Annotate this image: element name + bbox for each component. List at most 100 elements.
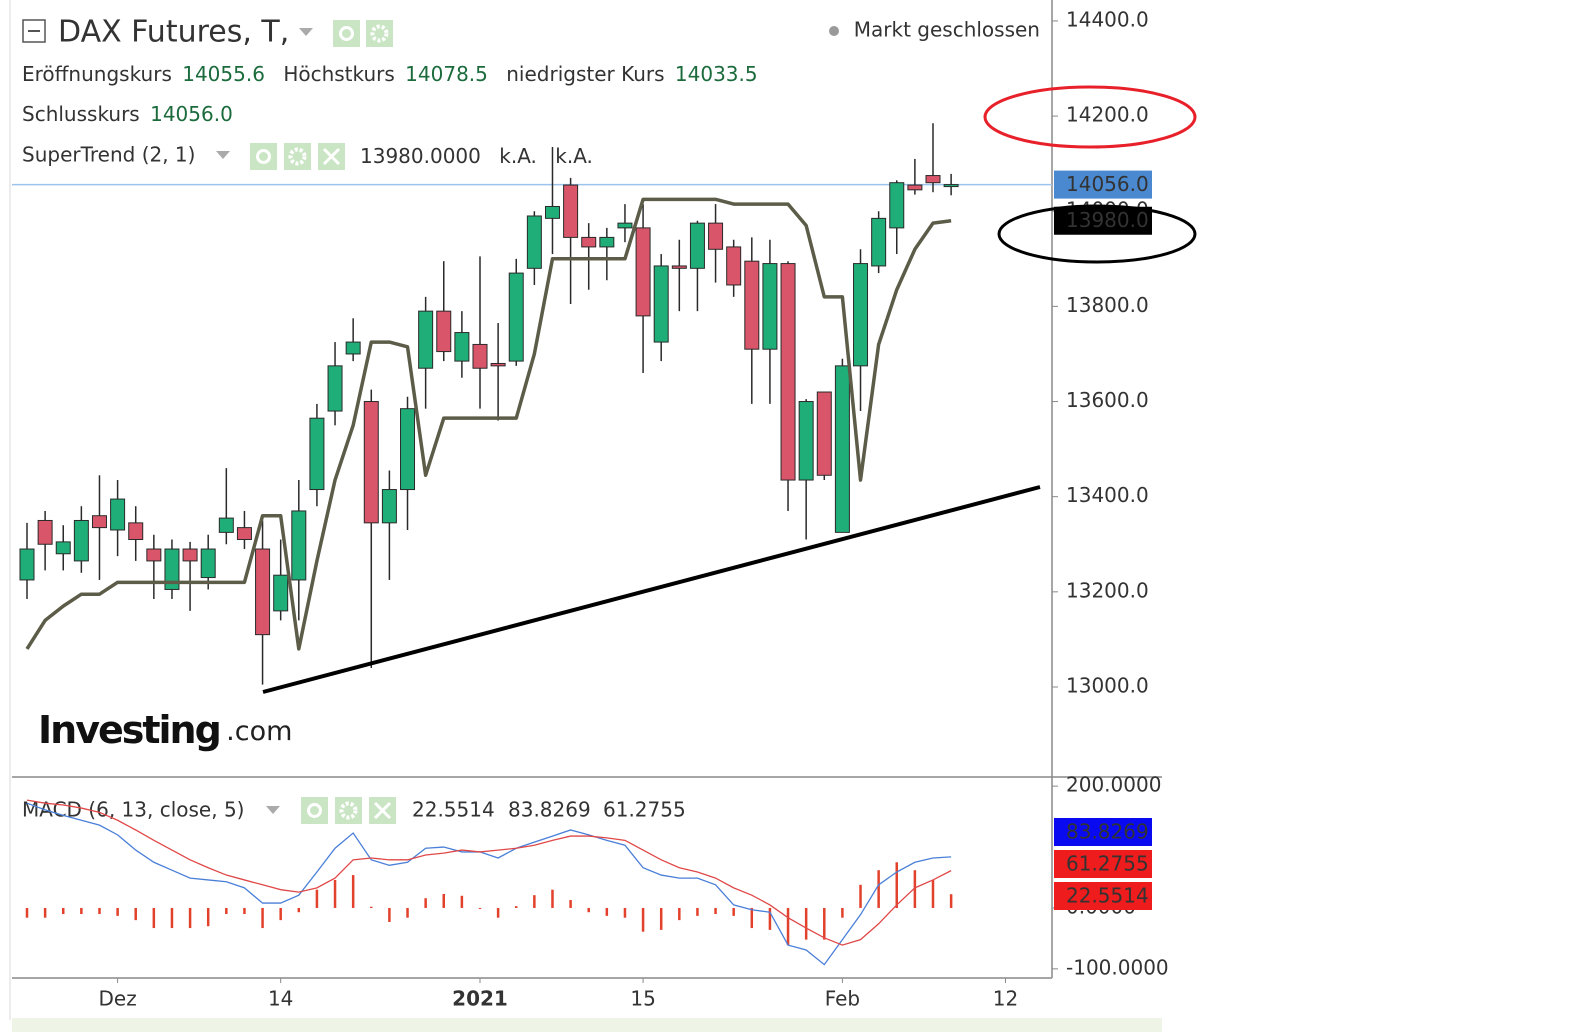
candle-body <box>363 401 379 524</box>
plot: 13000.013200.013400.013600.013800.014000… <box>12 7 1169 1011</box>
histogram-bar <box>315 889 319 908</box>
dropdown-arrow[interactable] <box>299 28 313 36</box>
candle-body <box>544 205 560 219</box>
eye-button[interactable] <box>250 143 277 170</box>
watermark-suffix: .com <box>226 716 292 747</box>
settings-button[interactable] <box>335 797 362 824</box>
eye-icon <box>307 803 322 818</box>
candle-body <box>925 175 941 184</box>
histogram-bar <box>206 907 210 927</box>
collapse-button[interactable] <box>22 19 46 43</box>
close-line: Schlusskurs 14056.0 <box>22 102 233 126</box>
status-dot <box>829 26 839 36</box>
histogram-bar <box>569 900 572 908</box>
candle-body <box>490 362 506 367</box>
histogram-bar <box>333 879 337 908</box>
histogram-bar <box>279 907 282 921</box>
supertrend-box <box>1054 206 1152 235</box>
candle-body <box>164 548 180 590</box>
settings-button[interactable] <box>284 143 311 170</box>
y-tick-label: 13000.0 <box>1066 673 1149 697</box>
macd-value-box <box>1054 882 1152 910</box>
supertrend-line <box>25 197 952 651</box>
candle-body <box>635 227 651 317</box>
macd-line <box>26 802 952 966</box>
chart-title: DAX Futures, T, <box>58 15 289 50</box>
candle-body <box>943 184 959 188</box>
supertrend-values: 13980.0000 k.A. k.A. <box>360 144 593 168</box>
candle-body <box>436 310 452 353</box>
candle-body <box>418 310 434 369</box>
candle-body <box>91 515 107 529</box>
macd-header-value: 61.2755 <box>603 798 686 822</box>
eye-icon <box>339 26 354 41</box>
histogram-bar <box>931 879 935 908</box>
eye-button[interactable] <box>333 20 360 47</box>
last-price-box <box>1054 170 1152 199</box>
candle-body <box>581 236 597 248</box>
candle-body <box>744 260 760 350</box>
histogram-bar <box>823 907 826 940</box>
eye-button[interactable] <box>301 797 328 824</box>
candle-body <box>617 222 633 229</box>
histogram-bar <box>442 893 446 908</box>
y-tick-label: 200.0000 <box>1066 773 1161 797</box>
macd-line <box>26 799 952 946</box>
candle-body <box>653 265 669 343</box>
candle-body <box>182 548 198 562</box>
histogram-bar <box>460 895 464 908</box>
candle-body <box>871 217 887 267</box>
histogram-bar <box>714 907 717 915</box>
candle-body <box>255 548 271 636</box>
histogram-bar <box>732 907 735 916</box>
histogram-bar <box>895 862 899 908</box>
y-tick-label: 14200.0 <box>1066 103 1149 127</box>
histogram-bar <box>424 898 427 908</box>
candle-body <box>671 265 687 269</box>
gear-icon <box>370 24 389 43</box>
histogram-bar <box>605 907 609 916</box>
histogram-bar <box>641 907 645 932</box>
histogram-bar <box>406 907 409 918</box>
histogram-bar <box>678 907 681 921</box>
settings-button[interactable] <box>366 20 393 47</box>
candle-body <box>762 263 778 350</box>
candle-body <box>327 365 343 412</box>
bottom-strip <box>12 1018 1162 1032</box>
candle-body <box>309 417 325 491</box>
dropdown-arrow[interactable] <box>216 151 230 159</box>
market-status: Markt geschlossen <box>854 18 1040 42</box>
histogram-bar <box>478 907 482 909</box>
candle-body <box>726 246 742 286</box>
y-tick-label: 14400.0 <box>1066 7 1149 31</box>
candle-body <box>853 263 869 367</box>
macd-icons <box>301 797 396 824</box>
candle-body <box>508 272 524 362</box>
candle-body <box>55 541 71 555</box>
histogram-bar <box>623 907 627 918</box>
last-price-label: 14056.0 <box>1066 172 1149 196</box>
supertrend-last-label: 13980.0 <box>1066 208 1149 232</box>
y-tick-label: 13400.0 <box>1066 483 1149 507</box>
histogram-bar <box>696 907 699 916</box>
dropdown-arrow[interactable] <box>266 806 280 814</box>
candle-body <box>472 343 488 369</box>
candle-body <box>889 182 905 229</box>
candle-body <box>798 401 814 481</box>
x-tick-label: 12 <box>993 987 1018 1011</box>
histogram-bar <box>134 907 137 921</box>
histogram-bar <box>297 907 301 913</box>
histogram-bar <box>261 907 264 929</box>
close-value: 14056.0 <box>150 102 233 126</box>
histogram-bar <box>170 907 174 929</box>
y-tick-label: 13200.0 <box>1066 578 1149 602</box>
candle-body <box>400 408 416 491</box>
remove-icon <box>322 147 341 166</box>
histogram-bar <box>877 870 880 908</box>
supertrend-value: 13980.0000 <box>360 144 481 168</box>
histogram-bar <box>116 907 119 916</box>
histogram-bar <box>587 907 590 913</box>
supertrend-na: k.A. <box>555 144 593 168</box>
